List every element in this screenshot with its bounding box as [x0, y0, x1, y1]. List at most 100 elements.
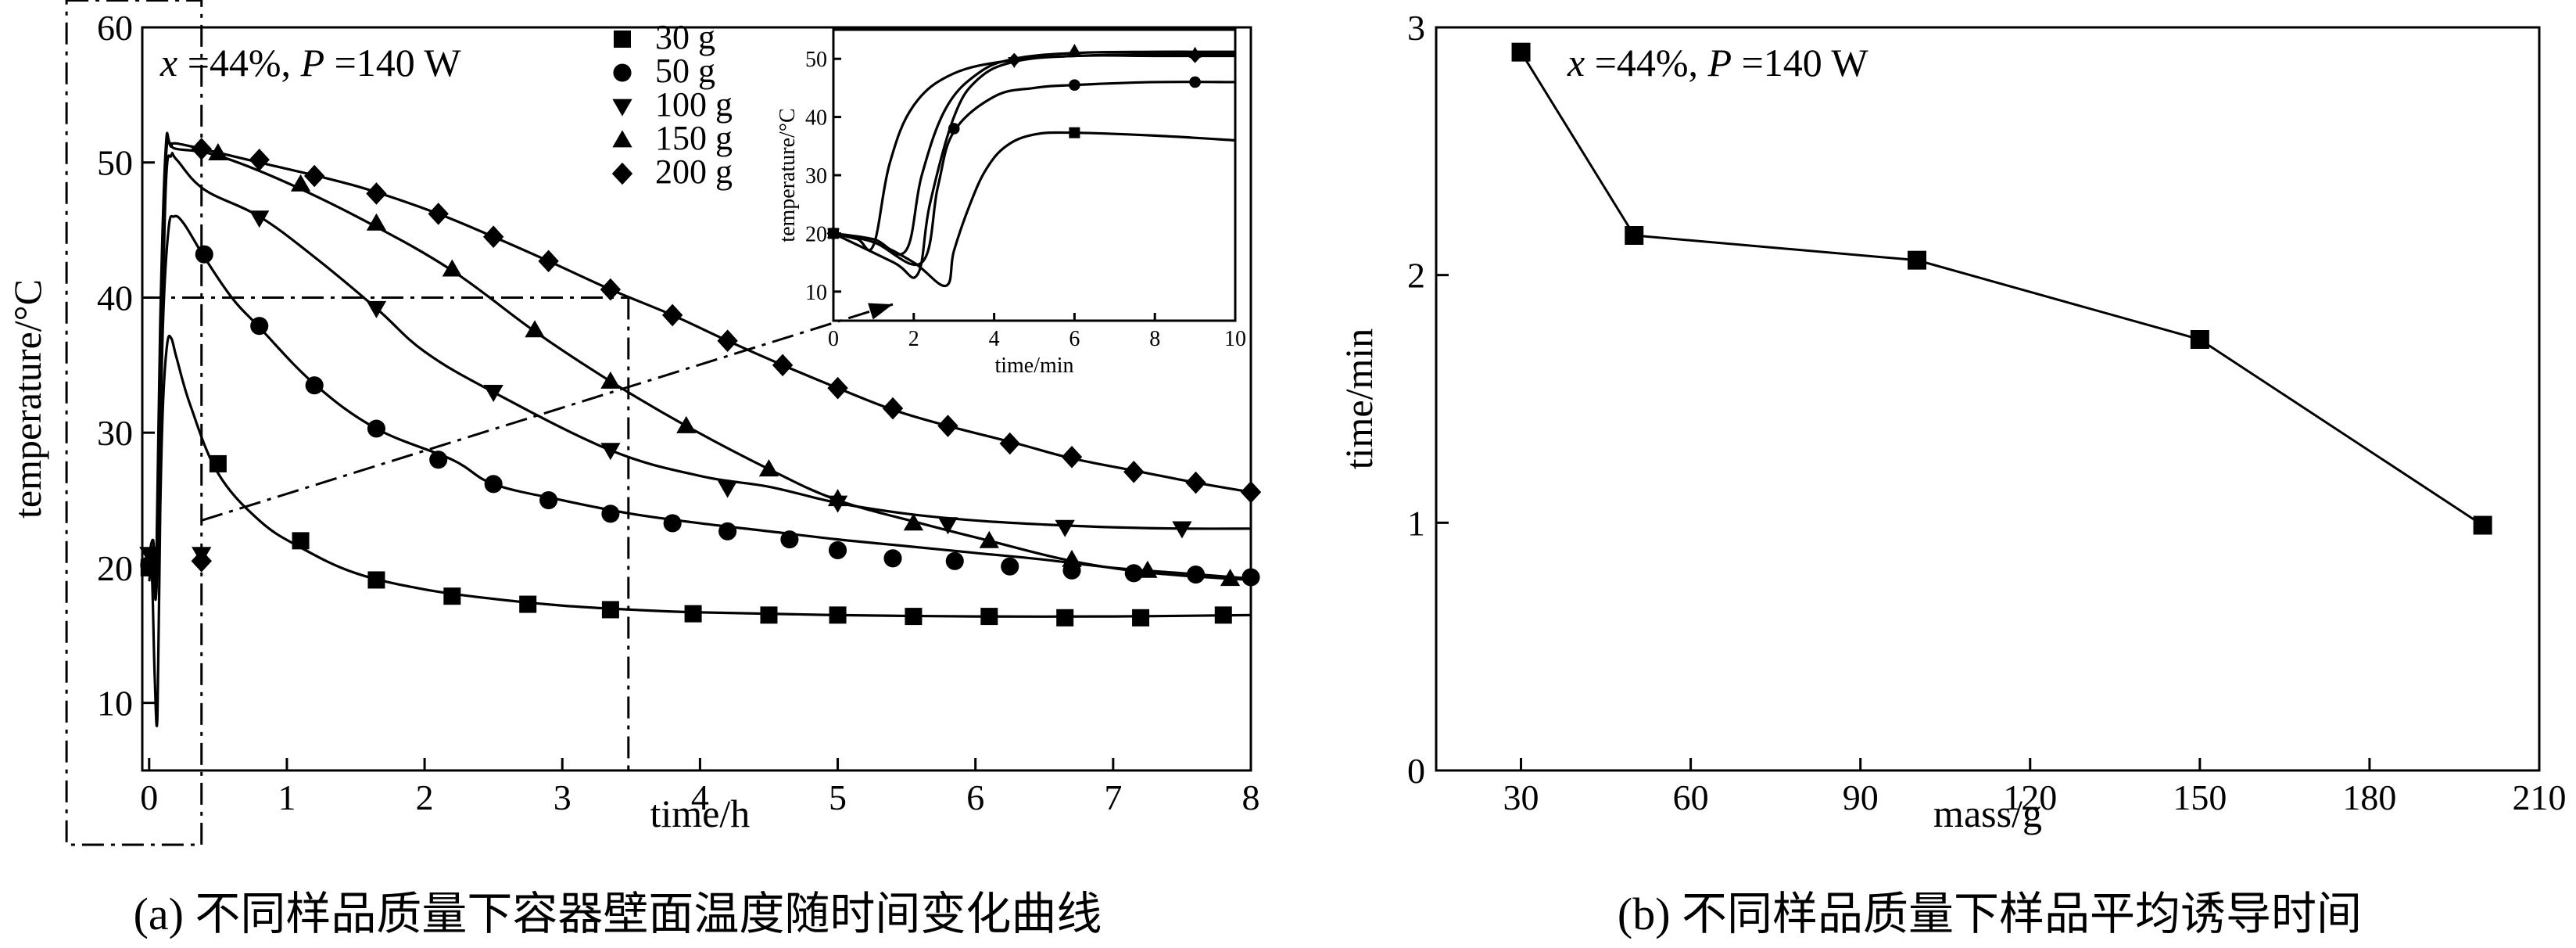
data-point-square [2473, 515, 2492, 535]
data-point-diamond [717, 329, 738, 353]
y-axis-label: time/min [1337, 329, 1381, 470]
condition-annotation-a: x =44%, P =140 W [159, 41, 461, 84]
x-tick-label: 0 [140, 777, 158, 817]
x-tick-label: 5 [829, 777, 847, 817]
data-point-tri-up [827, 489, 848, 507]
data-point-diamond [1240, 480, 1262, 504]
data-point-circle [195, 245, 213, 264]
legend-marker-tri-down [612, 99, 632, 117]
data-point-diamond [428, 203, 449, 225]
data-point-square [1625, 226, 1644, 245]
data-point-diamond [538, 250, 559, 273]
data-point-square [367, 571, 385, 589]
inset-data-point-diamond [826, 226, 840, 241]
data-point-diamond [303, 164, 325, 188]
data-point-circle [1186, 565, 1206, 584]
x-tick-label: 1 [278, 777, 296, 817]
data-point-tri-up [1062, 549, 1082, 567]
legend-marker-tri-up [612, 130, 632, 148]
inset-y-tick-label: 20 [805, 222, 827, 246]
series-curve [148, 214, 1252, 597]
inset-series-curve [833, 52, 1236, 252]
x-tick-label: 8 [1242, 777, 1260, 817]
data-point-tri-up [525, 320, 545, 338]
inset-series-150g [826, 43, 1236, 256]
inset-series-curve [833, 81, 1236, 267]
caption-a: (a) 不同样品质量下容器壁面温度随时间变化曲线 [134, 889, 1102, 939]
legend-marker-diamond [611, 162, 633, 185]
data-point-circle [429, 451, 448, 469]
data-point-circle [829, 540, 847, 560]
inset-series-200g [826, 48, 1236, 252]
series-curve [148, 334, 1252, 727]
inset-series-curve [833, 131, 1236, 287]
data-point-tri-up [903, 513, 924, 531]
data-point-tri-down [1055, 519, 1075, 537]
legend-label: 200 g [655, 153, 733, 191]
inset-y-tick-label: 30 [805, 164, 827, 189]
x-tick-label: 30 [1503, 777, 1539, 817]
y-tick-label: 1 [1407, 503, 1425, 543]
data-point-tri-up [1138, 560, 1158, 578]
inset-data-point-circle [1189, 76, 1201, 88]
legend-label: 150 g [655, 119, 733, 157]
legend-marker-square [614, 31, 631, 48]
data-point-circle [663, 514, 682, 533]
inset-data-point-diamond [1007, 52, 1021, 67]
inset-data-point-diamond [1188, 48, 1202, 63]
data-point-tri-down [717, 480, 738, 498]
inset-x-tick-label: 4 [989, 327, 1000, 351]
data-point-tri-up [290, 174, 311, 192]
chart-b-induction-time-vs-mass: 30 60 90 120 150 180 210 0 1 2 3 mass/g time/min x =4… [1337, 8, 2567, 835]
inset-chart: 0 2 4 6 8 10 10 20 30 40 50 time/min temperature/°C [776, 28, 1246, 378]
x-tick-label: 4 [691, 777, 709, 817]
data-point-square [292, 532, 310, 550]
data-point-square [209, 454, 227, 472]
y-tick-label: 10 [97, 684, 133, 724]
data-point-circle [305, 376, 324, 395]
inset-x-tick-label: 2 [908, 327, 919, 351]
inset-data-point-square [1069, 127, 1080, 138]
x-axis-label: time/h [650, 792, 751, 835]
data-point-square [905, 608, 923, 626]
y-tick-label: 2 [1407, 256, 1425, 296]
data-point-tri-up [676, 415, 697, 433]
caption-b: (b) 不同样品质量下样品平均诱导时间 [1618, 889, 2362, 939]
series-curve [148, 152, 1252, 601]
data-point-diamond [827, 376, 848, 400]
data-point-circle [780, 530, 799, 549]
data-point-square [1056, 609, 1074, 627]
data-point-diamond [999, 432, 1020, 455]
inset-x-tick-label: 10 [1224, 327, 1246, 351]
data-point-tri-down [1172, 521, 1192, 539]
x-axis-label: mass/g [1933, 792, 2042, 835]
condition-annotation-b: x =44%, P =140 W [1567, 41, 1868, 84]
data-point-diamond [249, 148, 270, 171]
data-point-circle [945, 551, 964, 570]
data-point-circle [718, 522, 737, 540]
y-axis-label: temperature/°C [5, 279, 49, 519]
series-line [1520, 51, 2484, 526]
data-point-square [443, 587, 461, 605]
data-point-tri-up [600, 371, 621, 389]
y-tick-label: 20 [97, 548, 133, 588]
data-point-tri-up [1220, 569, 1241, 587]
inset-y-tick-label: 50 [805, 48, 827, 72]
data-point-circle [484, 475, 503, 494]
data-point-tri-up [366, 213, 387, 231]
data-point-square [684, 605, 702, 623]
data-point-diamond [937, 415, 958, 437]
inset-y-axis-label: temperature/°C [776, 108, 800, 242]
x-tick-label: 7 [1104, 777, 1122, 817]
data-point-circle [250, 317, 269, 336]
data-point-circle [883, 549, 902, 568]
data-point-diamond [661, 303, 683, 327]
plot-frame-b [1435, 26, 2541, 772]
inset-x-axis-label: time/min [994, 354, 1073, 378]
inset-x-tick-label: 8 [1149, 327, 1160, 351]
data-point-diamond [1123, 460, 1145, 483]
data-point-square [1132, 609, 1150, 627]
inset-y-tick-label: 10 [805, 281, 827, 305]
series-50g [140, 214, 1260, 597]
y-tick-label: 30 [97, 413, 133, 453]
